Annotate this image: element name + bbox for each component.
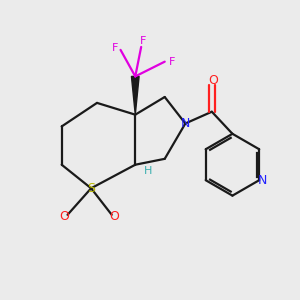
Text: F: F [112,44,118,53]
Text: N: N [181,117,190,130]
Text: F: F [140,36,146,46]
Text: O: O [208,74,218,87]
Text: F: F [169,57,175,67]
Text: N: N [257,174,267,187]
Polygon shape [131,76,139,115]
Text: O: O [110,210,120,223]
Text: O: O [60,210,70,223]
Text: H: H [144,166,153,176]
Text: S: S [87,182,95,195]
